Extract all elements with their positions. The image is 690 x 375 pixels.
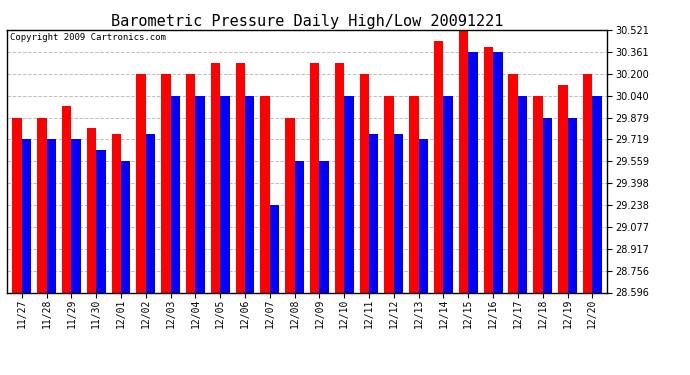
Bar [344,96,354,292]
Bar [319,161,329,292]
Bar [170,96,180,292]
Bar [493,52,502,292]
Bar [12,117,22,292]
Bar [335,63,344,292]
Bar [459,30,469,292]
Bar [310,63,319,292]
Title: Barometric Pressure Daily High/Low 20091221: Barometric Pressure Daily High/Low 20091… [111,14,503,29]
Bar [71,140,81,292]
Bar [444,96,453,292]
Bar [583,74,592,292]
Bar [509,74,518,292]
Bar [567,117,577,292]
Bar [394,134,403,292]
Text: Copyright 2009 Cartronics.com: Copyright 2009 Cartronics.com [10,33,166,42]
Bar [235,63,245,292]
Bar [96,150,106,292]
Bar [369,134,379,292]
Bar [220,96,230,292]
Bar [543,117,552,292]
Bar [409,96,419,292]
Bar [260,96,270,292]
Bar [384,96,394,292]
Bar [137,74,146,292]
Bar [469,52,477,292]
Bar [37,117,47,292]
Bar [121,161,130,292]
Bar [484,46,493,292]
Bar [533,96,543,292]
Bar [161,74,170,292]
Bar [195,96,205,292]
Bar [295,161,304,292]
Bar [186,74,195,292]
Bar [22,140,31,292]
Bar [285,117,295,292]
Bar [558,85,567,292]
Bar [211,63,220,292]
Bar [359,74,369,292]
Bar [434,41,444,292]
Bar [146,134,155,292]
Bar [518,96,527,292]
Bar [419,140,428,292]
Bar [245,96,255,292]
Bar [592,96,602,292]
Bar [47,140,56,292]
Bar [112,134,121,292]
Bar [87,128,96,292]
Bar [62,106,71,292]
Bar [270,205,279,292]
